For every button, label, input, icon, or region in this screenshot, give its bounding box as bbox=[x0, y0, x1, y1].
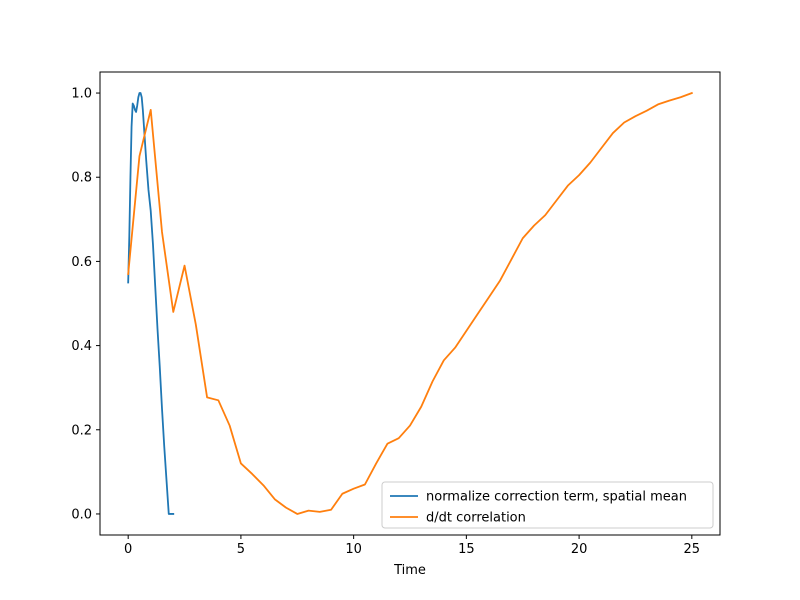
x-tick-label: 25 bbox=[684, 542, 701, 557]
x-tick-label: 15 bbox=[458, 542, 475, 557]
y-tick-label: 0.8 bbox=[71, 171, 92, 186]
plot-frame bbox=[99, 71, 721, 536]
legend: normalize correction term, spatial mean d… bbox=[381, 481, 714, 529]
legend-label-2: d/dt correlation bbox=[426, 511, 526, 526]
series-line-2 bbox=[127, 91, 693, 515]
x-tick-label: 20 bbox=[571, 542, 588, 557]
series-line-1 bbox=[127, 92, 175, 515]
series-layer bbox=[127, 91, 693, 515]
y-tick-label: 0.6 bbox=[71, 255, 92, 270]
y-axis-ticks: 0.0 0.2 0.4 0.6 0.8 1.0 bbox=[71, 87, 100, 522]
x-axis-ticks: 0 5 10 15 20 25 bbox=[124, 535, 700, 557]
legend-box bbox=[381, 481, 714, 529]
y-tick-label: 0.4 bbox=[71, 339, 92, 354]
x-axis-label: Time bbox=[393, 563, 426, 578]
y-tick-label: 0.0 bbox=[71, 507, 92, 522]
y-tick-label: 1.0 bbox=[71, 87, 92, 102]
y-tick-label: 0.2 bbox=[71, 423, 92, 438]
legend-label-1: normalize correction term, spatial mean bbox=[426, 490, 687, 505]
x-tick-label: 0 bbox=[124, 542, 132, 557]
x-tick-label: 5 bbox=[237, 542, 245, 557]
x-tick-label: 10 bbox=[345, 542, 362, 557]
